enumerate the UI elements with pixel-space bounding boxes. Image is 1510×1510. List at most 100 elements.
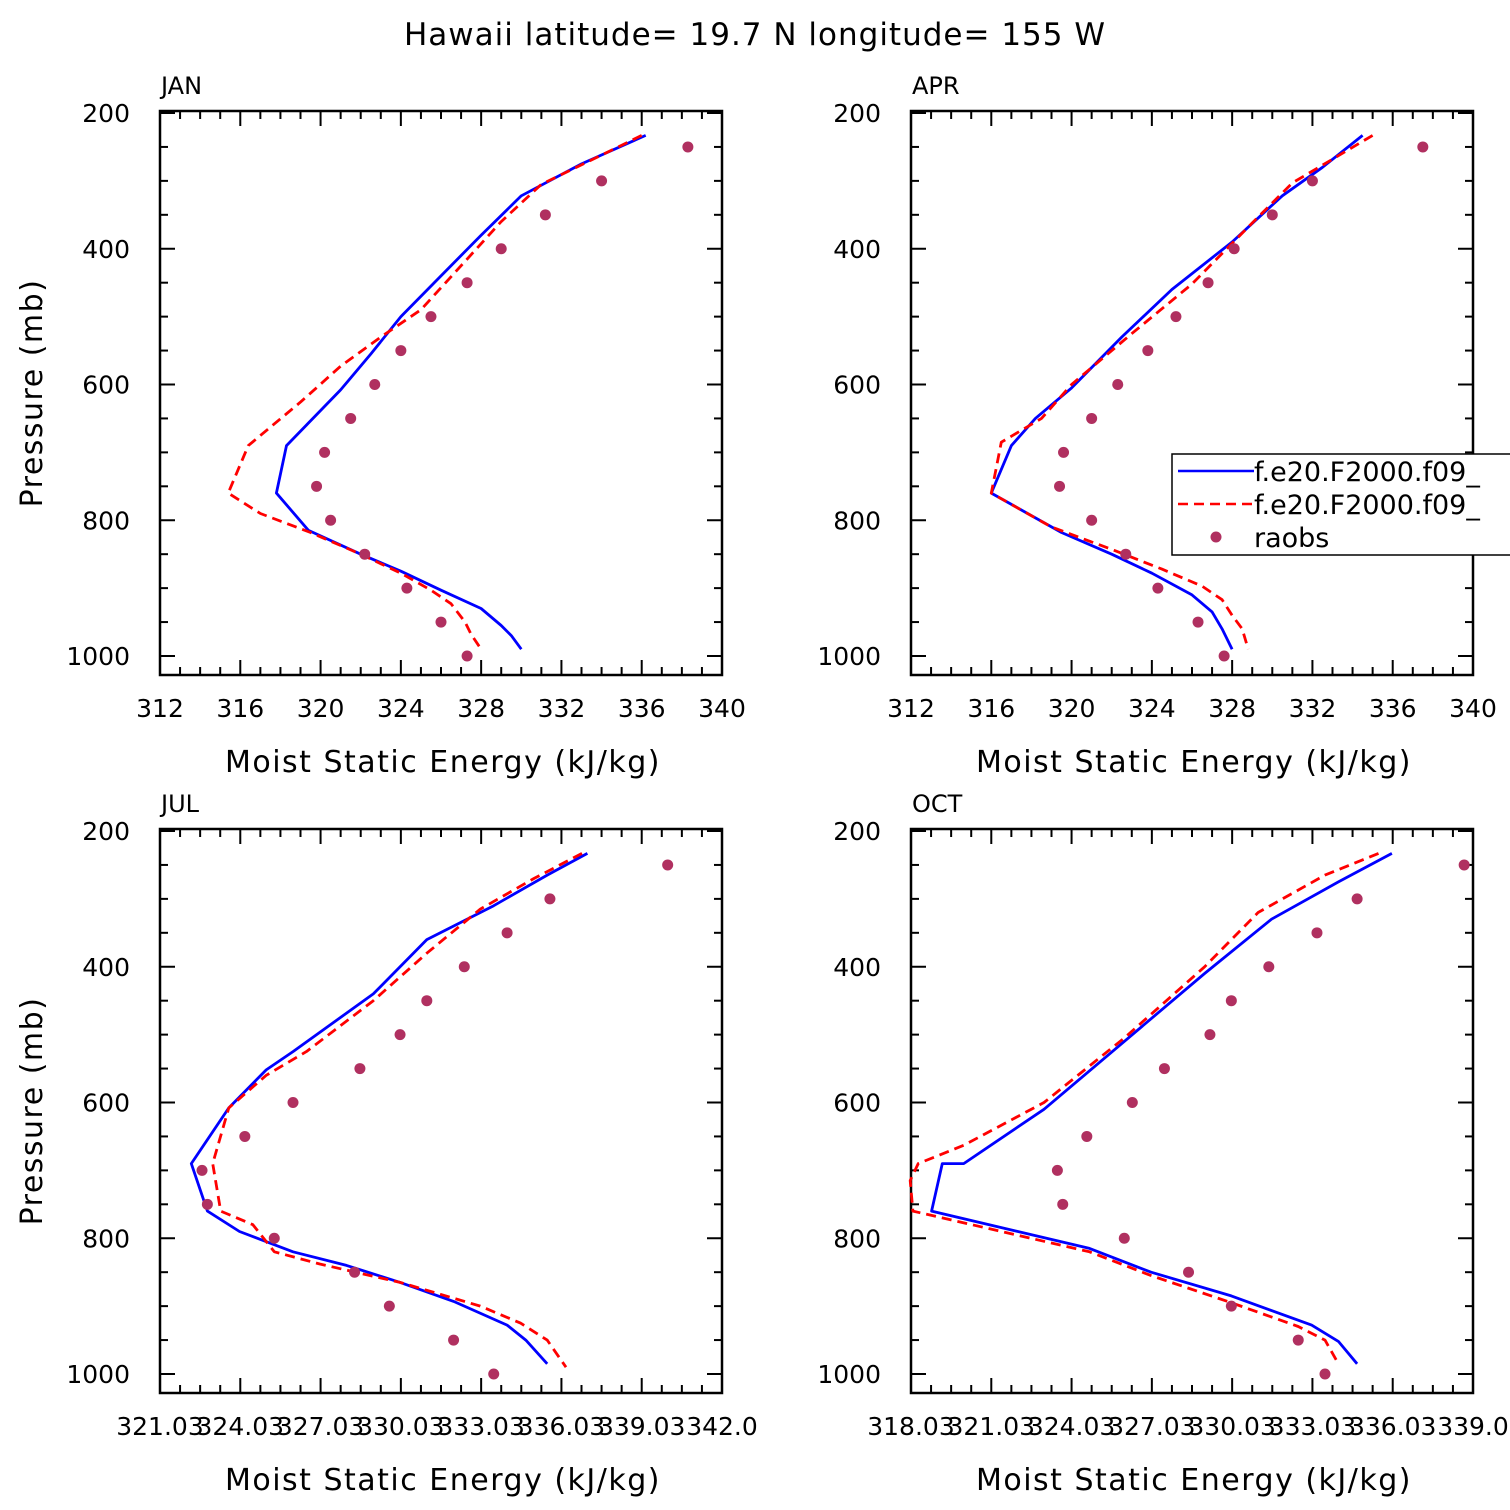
x-tick-label: 336.03 (1349, 1412, 1436, 1441)
y-tick-label: 1000 (817, 1360, 881, 1389)
raobs-point (495, 243, 507, 255)
x-tick-label: 321.03 (948, 1412, 1035, 1441)
raobs-point (1417, 141, 1429, 153)
raobs-point (1057, 1198, 1069, 1210)
raobs-point (461, 650, 473, 662)
raobs-point (1202, 277, 1214, 289)
raobs-point (325, 514, 337, 526)
x-tick-label: 324.03 (197, 1412, 284, 1441)
x-tick-label: 339.03 (598, 1412, 685, 1441)
y-tick-label: 400 (82, 953, 130, 982)
plot-frame (909, 827, 1475, 1395)
raobs-point (1158, 1063, 1170, 1075)
y-tick-label: 400 (833, 953, 881, 982)
y-tick-label: 200 (82, 99, 130, 128)
y-tick-label: 1000 (66, 1360, 130, 1389)
raobs-point (1458, 859, 1470, 871)
raobs-point (435, 616, 447, 628)
raobs-point (1054, 480, 1066, 492)
series-line-model1 (274, 134, 647, 651)
y-axis-label: Pressure (mb) (15, 997, 50, 1226)
raobs-point (1292, 1334, 1304, 1346)
raobs-point (354, 1063, 366, 1075)
legend-marker-raobs (1210, 531, 1222, 543)
raobs-point (1319, 1368, 1331, 1380)
x-tick-label: 312 (887, 694, 935, 723)
x-axis-label: Moist Static Energy (kJ/kg) (976, 745, 1412, 780)
y-tick-label: 800 (833, 506, 881, 535)
x-tick-label: 340 (698, 694, 746, 723)
raobs-point (196, 1164, 208, 1176)
raobs-point (1152, 582, 1164, 594)
x-tick-label: 316 (967, 694, 1015, 723)
raobs-point (268, 1232, 280, 1244)
legend: f.e20.F2000.f09_ f.e20.F2000.f09_ raobs (1171, 453, 1510, 556)
raobs-point (539, 209, 551, 221)
y-axis-label: Pressure (mb) (15, 279, 50, 508)
x-tick-label: 327.03 (277, 1412, 364, 1441)
y-tick-label: 800 (833, 1224, 881, 1253)
x-tick-label: 324.03 (1028, 1412, 1115, 1441)
raobs-point (349, 1266, 361, 1278)
raobs-point (488, 1368, 500, 1380)
raobs-point (1311, 927, 1323, 939)
series-line-model2 (989, 134, 1374, 650)
raobs-point (1351, 893, 1363, 905)
x-axis-label: Moist Static Energy (kJ/kg) (225, 1463, 661, 1498)
x-tick-label: 330.03 (1188, 1412, 1275, 1441)
y-tick-label: 600 (833, 371, 881, 400)
raobs-point (596, 175, 608, 187)
y-tick-label: 200 (833, 817, 881, 846)
raobs-point (1126, 1097, 1138, 1108)
raobs-point (1225, 995, 1237, 1007)
raobs-point (345, 412, 357, 424)
panel-jan: 312 316 320 324 328 332 336 340 200 400 600 800 1000… (15, 72, 746, 780)
raobs-point (239, 1130, 251, 1142)
legend-label-model1: f.e20.F2000.f09_ (1254, 457, 1480, 488)
panel-jul: 321.03324.03327.03330.03333.03336.03339.… (15, 790, 758, 1498)
x-tick-label: 339.0 (1437, 1412, 1509, 1441)
x-tick-label: 342.0 (686, 1412, 758, 1441)
raobs-point (682, 141, 694, 153)
raobs-point (394, 1029, 406, 1041)
x-tick-label: 320 (297, 694, 345, 723)
raobs-point (1266, 209, 1278, 221)
panel-oct: 318.03321.03324.03327.03330.03333.03336.… (817, 790, 1508, 1498)
raobs-point (201, 1198, 213, 1210)
x-tick-label: 316 (216, 694, 264, 723)
raobs-point (1086, 514, 1098, 526)
series-line-model1 (989, 134, 1364, 650)
raobs-point (1058, 446, 1070, 458)
x-tick-label: 330.03 (357, 1412, 444, 1441)
x-tick-label: 328 (457, 694, 505, 723)
x-tick-label: 312 (136, 694, 184, 723)
x-tick-label: 332 (1289, 694, 1337, 723)
raobs-point (1263, 961, 1275, 973)
x-tick-label: 336 (618, 694, 666, 723)
legend-label-model2: f.e20.F2000.f09_ (1254, 490, 1480, 521)
panel-title-oct: OCT (912, 790, 963, 818)
y-tick-label: 400 (833, 235, 881, 264)
y-tick-label: 200 (833, 99, 881, 128)
x-tick-label: 336.03 (518, 1412, 605, 1441)
raobs-point (461, 277, 473, 289)
raobs-point (1118, 1232, 1130, 1244)
y-tick-label: 600 (833, 1089, 881, 1118)
raobs-point (1142, 345, 1154, 357)
legend-label-raobs: raobs (1254, 523, 1329, 554)
raobs-point (1306, 175, 1318, 187)
raobs-point (1218, 650, 1230, 662)
panel-apr: 312 316 320 324 328 332 336 340 200 400 600 800 1000… (817, 72, 1496, 780)
raobs-point (1170, 311, 1182, 323)
panel-title-jan: JAN (159, 72, 202, 100)
x-tick-label: 336 (1369, 694, 1417, 723)
x-tick-label: 321.03 (116, 1412, 203, 1441)
raobs-point (383, 1300, 395, 1312)
figure-title: Hawaii latitude= 19.7 N longitude= 155 W (404, 17, 1106, 53)
raobs-point (1112, 379, 1124, 390)
x-tick-label: 340 (1449, 694, 1497, 723)
raobs-point (1204, 1029, 1216, 1041)
y-tick-label: 600 (82, 371, 130, 400)
raobs-point (359, 548, 371, 560)
series-line-model1 (930, 852, 1393, 1365)
